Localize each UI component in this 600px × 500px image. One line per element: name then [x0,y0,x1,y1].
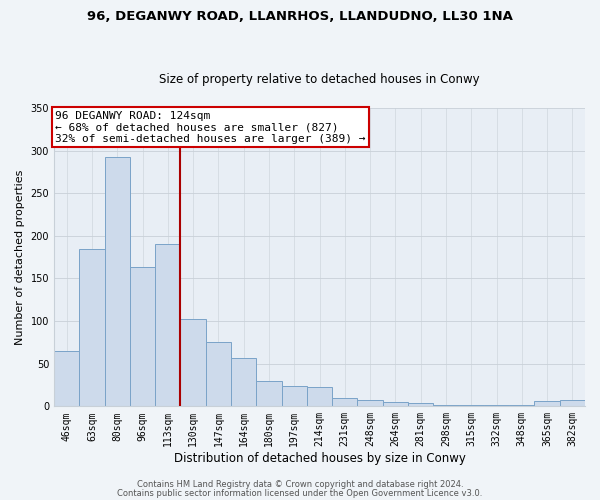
Bar [408,403,433,406]
Bar [206,342,231,406]
Bar [104,156,130,406]
Text: Contains public sector information licensed under the Open Government Licence v3: Contains public sector information licen… [118,489,482,498]
Y-axis label: Number of detached properties: Number of detached properties [15,170,25,345]
Bar [383,402,408,406]
Bar [231,358,256,406]
Bar [458,404,484,406]
Text: 96, DEGANWY ROAD, LLANRHOS, LLANDUDNO, LL30 1NA: 96, DEGANWY ROAD, LLANRHOS, LLANDUDNO, L… [87,10,513,23]
Bar [332,398,358,406]
Bar [281,386,307,406]
Bar [79,248,104,406]
Bar [535,401,560,406]
Bar [433,404,458,406]
Bar [181,318,206,406]
Bar [307,386,332,406]
Text: Contains HM Land Registry data © Crown copyright and database right 2024.: Contains HM Land Registry data © Crown c… [137,480,463,489]
Bar [358,400,383,406]
Bar [560,400,585,406]
X-axis label: Distribution of detached houses by size in Conwy: Distribution of detached houses by size … [173,452,466,465]
Bar [155,244,181,406]
Bar [54,351,79,406]
Bar [130,268,155,406]
Text: 96 DEGANWY ROAD: 124sqm
← 68% of detached houses are smaller (827)
32% of semi-d: 96 DEGANWY ROAD: 124sqm ← 68% of detache… [55,110,366,144]
Title: Size of property relative to detached houses in Conwy: Size of property relative to detached ho… [159,73,480,86]
Bar [256,381,281,406]
